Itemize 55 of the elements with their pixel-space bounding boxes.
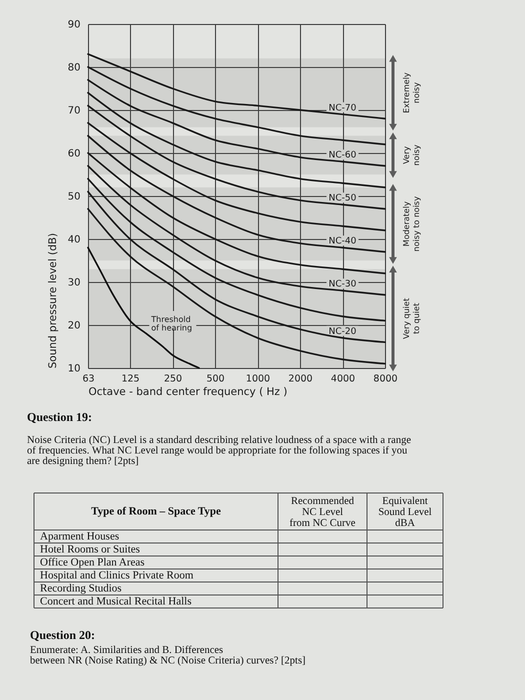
y-tick-label: 10 <box>68 364 80 374</box>
text: Question 19: <box>27 410 92 424</box>
x-tick-label: 500 <box>206 374 225 384</box>
text: Aparment Houses <box>40 530 120 542</box>
annotation: Threshold of hearing <box>150 315 192 332</box>
x-tick-label: 1000 <box>246 374 270 384</box>
text: Office Open Plan Areas <box>40 556 145 568</box>
series-label: NC-40 <box>328 236 357 247</box>
line-series <box>87 104 386 210</box>
text: Question 20: <box>30 628 96 642</box>
y-tick-label: 40 <box>68 234 80 246</box>
text: Concert and Musical Recital Halls <box>40 596 192 608</box>
line-series <box>87 152 386 274</box>
y-axis-title: Sound pressure level (dB) <box>46 233 59 368</box>
series-label: NC-60 <box>328 150 357 161</box>
y-tick-label: 70 <box>68 106 80 116</box>
line-series <box>87 79 386 167</box>
text: Hospital and Clinics Private Room <box>40 570 194 582</box>
x-tick-label: 2000 <box>288 374 313 384</box>
series-label: NC-70 <box>328 103 357 114</box>
y-tick-label: 30 <box>68 278 80 288</box>
x-axis-title: Octave - band center frequency ( Hz ) <box>88 386 288 398</box>
line-series <box>87 190 386 344</box>
series-label: NC-30 <box>328 280 357 290</box>
x-tick-label: 4000 <box>330 374 356 384</box>
text: Noise Criteria (NC) Level is a standard describing relative loudness of a space with a range of frequencies. What NC Level range would be appropriate for the following spaces if you are designing them? [2pts] <box>27 435 412 467</box>
line-series <box>87 178 386 322</box>
y-tick-label: 80 <box>68 62 80 74</box>
series-label: NC-50 <box>328 194 357 204</box>
line-series <box>87 134 386 253</box>
text: Enumerate: A. Similarities and B. Differences between NR (Noise Rating) & NC (Noise Criteria) curves? [2pts] <box>30 645 306 666</box>
line-series <box>87 53 386 120</box>
x-tick-label: 8000 <box>373 374 398 384</box>
y-tick-label: 50 <box>68 192 80 202</box>
x-tick-label: 125 <box>121 374 140 384</box>
text: Type of Room – Space Type <box>91 506 222 518</box>
x-tick-label: 250 <box>164 374 182 384</box>
line-series <box>87 122 386 232</box>
line-series <box>87 66 386 146</box>
series-label: NC-20 <box>328 326 357 337</box>
x-tick-label: 63 <box>82 374 95 384</box>
band-label: Very noisy <box>402 144 421 166</box>
text: Hotel Rooms or Suites <box>40 544 140 556</box>
text: Equivalent Sound Level dBA <box>378 496 432 529</box>
y-tick-label: 60 <box>68 148 80 160</box>
y-tick-label: 20 <box>68 320 80 332</box>
line-series <box>87 92 386 188</box>
line-series <box>87 208 386 365</box>
band-label: Moderately noisy to noisy <box>402 196 421 252</box>
band-label: Very quiet to quiet <box>402 298 421 339</box>
line-series <box>87 165 386 296</box>
text: Recording Studios <box>40 582 122 594</box>
text: Recommended NC Level from NC Curve <box>290 496 356 529</box>
y-tick-label: 90 <box>68 20 80 30</box>
band-label: Extremely noisy <box>402 72 421 114</box>
